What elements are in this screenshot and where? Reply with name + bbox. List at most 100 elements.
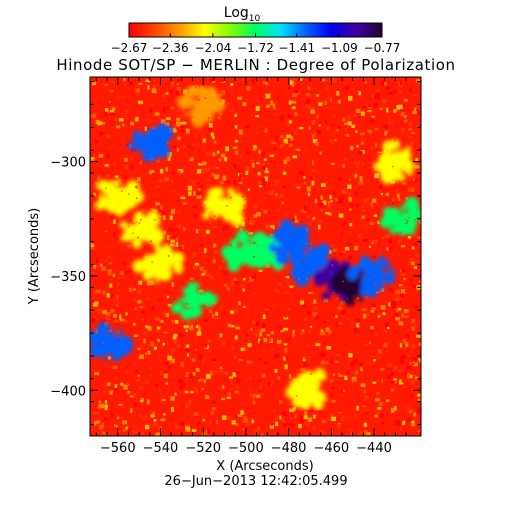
heatmap-feature [222, 208, 235, 221]
heatmap-cell [99, 102, 101, 104]
heatmap-cell [283, 159, 288, 165]
heatmap-cell [176, 224, 182, 229]
heatmap-cell [162, 210, 166, 215]
heatmap-cell [390, 372, 394, 376]
heatmap-cell [205, 225, 208, 227]
heatmap-cell [214, 185, 217, 188]
heatmap-cell [171, 81, 174, 86]
heatmap-cell [418, 320, 421, 322]
heatmap-feature [188, 293, 196, 300]
heatmap-cell [314, 144, 316, 147]
heatmap-cell [94, 140, 99, 144]
heatmap-cell [279, 319, 282, 321]
heatmap-cell [289, 78, 291, 81]
heatmap-cell [399, 294, 402, 298]
heatmap-cell [238, 181, 243, 184]
heatmap-cell [330, 399, 336, 403]
colorbar-tick-label: −2.36 [152, 41, 189, 55]
heatmap-cell [419, 220, 421, 225]
heatmap-cell [364, 165, 366, 168]
heatmap-cell [243, 305, 246, 308]
heatmap-cell [145, 297, 151, 300]
heatmap-cell [108, 331, 111, 334]
heatmap-cell [133, 288, 136, 291]
heatmap-cell [137, 100, 143, 105]
heatmap-cell [330, 386, 336, 390]
heatmap-cell [119, 171, 122, 174]
heatmap-cell [289, 233, 291, 235]
heatmap-cell [340, 300, 346, 305]
heatmap-cell [280, 144, 283, 148]
heatmap-cell [205, 152, 211, 156]
heatmap-cell [283, 343, 288, 346]
heatmap-cell [291, 82, 296, 87]
heatmap-cell [224, 156, 228, 162]
heatmap-cell [143, 338, 146, 343]
heatmap-cell [260, 434, 264, 436]
heatmap-cell [180, 129, 185, 133]
heatmap-cell [226, 396, 231, 399]
heatmap-cell [170, 209, 175, 215]
heatmap-cell [266, 92, 268, 94]
heatmap-cell [126, 383, 130, 386]
heatmap-cell [274, 415, 279, 421]
heatmap-cell [332, 291, 335, 294]
heatmap-cell [398, 410, 401, 413]
heatmap-cell [392, 275, 394, 277]
heatmap-cell [219, 366, 222, 369]
heatmap-cell [186, 303, 189, 305]
heatmap-cell [147, 165, 149, 167]
heatmap-cell [279, 400, 283, 405]
heatmap-cell [90, 433, 92, 435]
heatmap-cell [341, 195, 344, 198]
heatmap-cell [207, 77, 210, 79]
heatmap-cell [253, 145, 257, 150]
heatmap-cell [288, 120, 293, 124]
heatmap-cell [328, 330, 332, 335]
heatmap-cell [154, 423, 159, 428]
colorbar-tick-label: −1.09 [321, 41, 358, 55]
heatmap-cell [204, 318, 208, 323]
heatmap-cell [361, 142, 364, 145]
heatmap-cell [122, 262, 127, 266]
heatmap-cell [159, 180, 161, 183]
heatmap-cell [144, 382, 147, 385]
heatmap-cell [272, 282, 274, 284]
heatmap-cell [336, 117, 339, 119]
heatmap-cell [263, 80, 266, 84]
heatmap-feature [155, 130, 166, 141]
heatmap-cell [122, 428, 126, 432]
heatmap-cell [331, 264, 334, 266]
heatmap-cell [350, 91, 353, 94]
heatmap-feature [207, 187, 221, 201]
heatmap-cell [413, 412, 417, 417]
heatmap-cell [149, 169, 155, 173]
heatmap-feature [406, 162, 413, 168]
heatmap-cell [229, 376, 233, 379]
heatmap-cell [415, 334, 421, 338]
heatmap-cell [200, 244, 203, 248]
heatmap-cell [257, 180, 262, 184]
heatmap-cell [94, 181, 99, 184]
heatmap-cell [100, 402, 103, 405]
heatmap-cell [405, 342, 409, 348]
heatmap-cell [100, 122, 106, 125]
heatmap-cell [248, 359, 250, 362]
heatmap-cell [302, 362, 308, 367]
heatmap-cell [419, 341, 421, 347]
heatmap-cell [371, 275, 374, 278]
heatmap-cell [235, 413, 239, 419]
heatmap-cell [157, 83, 159, 86]
heatmap-cell [105, 317, 110, 320]
heatmap-cell [376, 202, 378, 204]
heatmap-cell [183, 134, 186, 136]
heatmap-cell [242, 102, 247, 107]
heatmap-cell [229, 243, 232, 246]
heatmap-cell [398, 165, 403, 170]
heatmap-cell [239, 284, 245, 287]
heatmap-cell [176, 121, 181, 127]
heatmap-cell [285, 281, 290, 284]
heatmap-cell [92, 411, 96, 415]
heatmap-cell [255, 379, 257, 381]
heatmap-cell [161, 94, 166, 98]
